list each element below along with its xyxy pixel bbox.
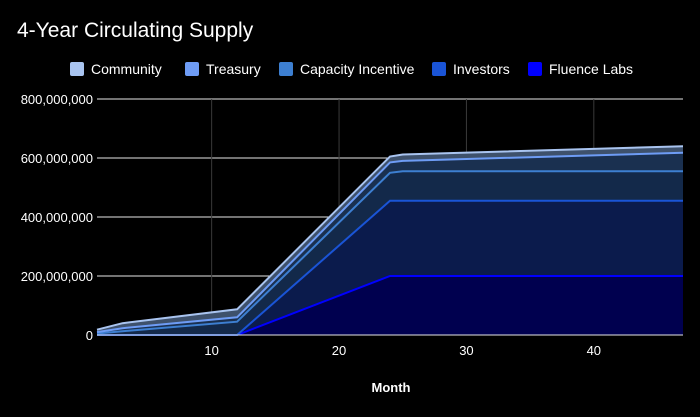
legend-swatch-community bbox=[70, 62, 84, 76]
legend-swatch-investors bbox=[432, 62, 446, 76]
legend-item-capacity-incentive[interactable]: Capacity Incentive bbox=[279, 58, 414, 80]
y-tick-label: 0 bbox=[86, 328, 93, 343]
x-axis-title: Month bbox=[372, 380, 411, 395]
y-tick-label: 600,000,000 bbox=[21, 151, 93, 166]
legend-label-fluence-labs: Fluence Labs bbox=[549, 61, 634, 77]
x-tick-label: 10 bbox=[204, 343, 218, 358]
legend: Community Treasury Capacity Incentive In… bbox=[0, 58, 700, 80]
y-tick-label: 400,000,000 bbox=[21, 210, 93, 225]
x-tick-label: 30 bbox=[459, 343, 473, 358]
legend-item-investors[interactable]: Investors bbox=[432, 58, 510, 80]
legend-item-community[interactable]: Community bbox=[70, 58, 162, 80]
legend-label-capacity-incentive: Capacity Incentive bbox=[300, 61, 415, 77]
area-capacity-incentive bbox=[97, 171, 683, 335]
series-line-capacity-incentive bbox=[96, 170, 683, 335]
legend-swatch-treasury bbox=[185, 62, 199, 76]
y-tick-label: 200,000,000 bbox=[21, 269, 93, 284]
area-investors bbox=[97, 200, 683, 335]
legend-swatch-capacity-incentive bbox=[279, 62, 293, 76]
x-tick-label: 40 bbox=[587, 343, 601, 358]
legend-item-fluence-labs[interactable]: Fluence Labs bbox=[528, 58, 633, 80]
area-fluence-labs bbox=[97, 276, 683, 335]
series-line-community bbox=[96, 145, 684, 331]
legend-swatch-fluence-labs bbox=[528, 62, 542, 76]
legend-label-community: Community bbox=[91, 61, 162, 77]
legend-label-investors: Investors bbox=[453, 61, 510, 77]
x-tick-label: 20 bbox=[332, 343, 346, 358]
y-tick-label: 800,000,000 bbox=[21, 92, 93, 107]
legend-label-treasury: Treasury bbox=[206, 61, 261, 77]
legend-item-treasury[interactable]: Treasury bbox=[185, 58, 261, 80]
chart-title: 4-Year Circulating Supply bbox=[17, 19, 254, 42]
series-line-treasury bbox=[96, 151, 684, 334]
